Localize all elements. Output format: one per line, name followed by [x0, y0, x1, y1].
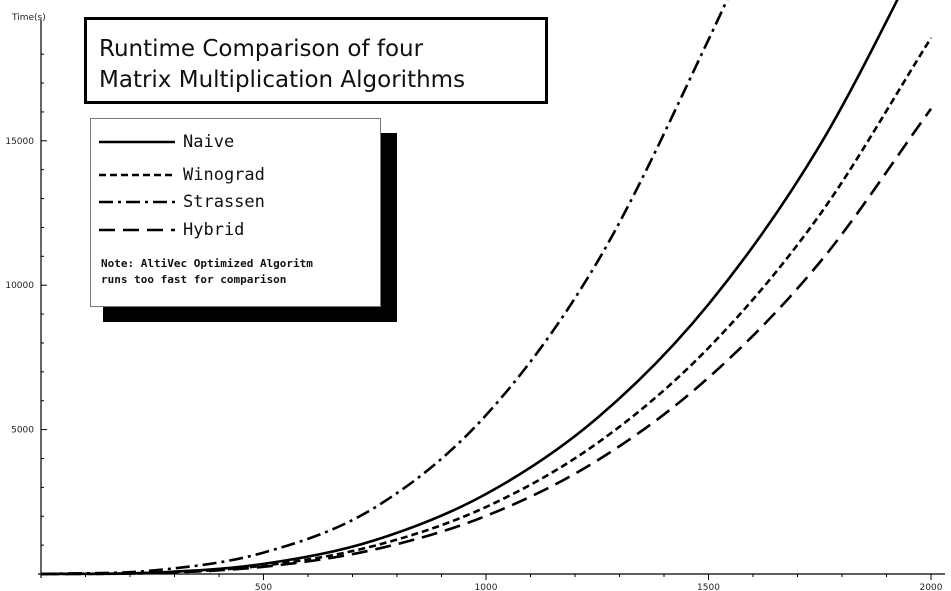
- chart-title-line-2: Matrix Multiplication Algorithms: [99, 67, 466, 93]
- legend-entry-winograd: Winograd: [97, 163, 377, 187]
- legend-swatch-naive: [99, 140, 175, 144]
- legend-note-line-2: runs too fast for comparison: [101, 273, 287, 286]
- y-tick-label: 15000: [5, 137, 34, 147]
- x-tick-label: 500: [255, 583, 272, 591]
- chart-title-box: Runtime Comparison of four Matrix Multip…: [84, 17, 548, 104]
- series-layer: [40, 0, 933, 576]
- legend-note-line-1: Note: AltiVec Optimized Algoritm: [101, 257, 313, 270]
- chart-title-line-1: Runtime Comparison of four: [99, 36, 424, 62]
- series-line-hybrid: [40, 107, 933, 576]
- legend-entry-hybrid: Hybrid: [97, 218, 377, 242]
- y-tick-label: 10000: [5, 281, 34, 291]
- axes: Time(s) 500 1000 1500 2000 5000 10000 15000: [5, 13, 945, 591]
- x-tick-label: 1500: [697, 583, 720, 591]
- y-tick-label: 5000: [11, 426, 34, 436]
- legend-label-winograd: Winograd: [183, 165, 265, 185]
- legend: Naive Winograd Strassen Hybrid Note: Alt…: [90, 118, 381, 307]
- legend-swatch-winograd: [99, 173, 175, 177]
- series-line-naive: [40, 0, 899, 576]
- legend-entry-strassen: Strassen: [97, 190, 377, 214]
- legend-note: Note: AltiVec Optimized Algoritm runs to…: [101, 256, 313, 288]
- series-line-winograd: [40, 37, 933, 576]
- x-tick-label: 2000: [920, 583, 943, 591]
- series-line-strassen: [40, 0, 729, 576]
- legend-swatch-hybrid: [99, 228, 175, 232]
- x-tick-label: 1000: [475, 583, 498, 591]
- legend-label-strassen: Strassen: [183, 192, 265, 212]
- legend-label-hybrid: Hybrid: [183, 220, 245, 240]
- y-axis-label: Time(s): [11, 13, 46, 23]
- legend-swatch-strassen: [99, 200, 175, 204]
- legend-label-naive: Naive: [183, 132, 235, 152]
- legend-entry-naive: Naive: [97, 130, 377, 154]
